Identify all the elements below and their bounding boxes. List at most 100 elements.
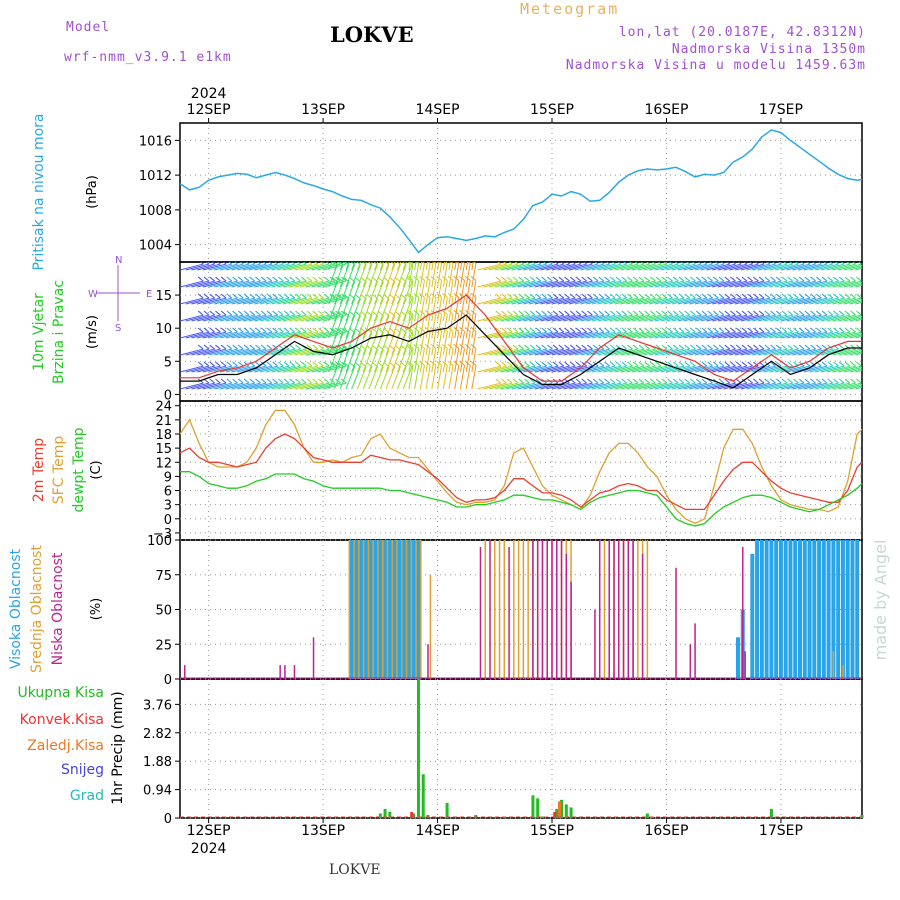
wind-barb [563, 297, 587, 305]
wind-barb-flag [713, 276, 719, 282]
wind-barb-flag [243, 378, 250, 384]
wind-barb [248, 314, 273, 322]
wind-barb-flag [747, 344, 753, 350]
wind-barb [271, 314, 295, 322]
wind-barb-flag [232, 378, 238, 384]
wind-barb [700, 365, 725, 373]
wind-barb [305, 297, 330, 305]
wind-barb-flag [470, 292, 477, 298]
wind-barb-flag [279, 262, 284, 265]
wind-barb [345, 262, 350, 271]
wind-barb-flag [581, 327, 588, 333]
wind-barb [609, 348, 633, 356]
wind-barb [219, 280, 244, 288]
temp-ytick-label: 6 [164, 485, 172, 500]
wind-barb-flag [823, 262, 828, 265]
wind-barb-flag [587, 361, 593, 367]
wind-barb-flag [560, 262, 565, 265]
wind-barb [402, 298, 413, 322]
wind-barb [838, 382, 862, 390]
wind-barb-flag [724, 344, 731, 350]
wind-ytick-label: 5 [164, 355, 172, 370]
wind-barb-flag [243, 310, 250, 316]
wind-barb-flag [606, 262, 610, 265]
wind-barb-flag [566, 262, 570, 265]
wind-barb [797, 348, 822, 356]
wind-barb-flag [844, 293, 851, 299]
wind-barb [603, 263, 627, 271]
wind-barb-flag [810, 378, 816, 384]
wind-barb [637, 314, 662, 322]
wind-barb [465, 263, 471, 288]
cloud-high-bar [850, 540, 855, 679]
wind-barb-flag [798, 378, 805, 384]
wind-barb [180, 297, 204, 305]
wind-barb [191, 365, 215, 373]
wind-barb [231, 348, 255, 356]
wind-barb-flag [289, 378, 296, 384]
wind-barb-flag [209, 378, 216, 384]
wind-barb [208, 280, 232, 288]
wind-barb [448, 262, 451, 271]
wind-barb [219, 382, 244, 390]
wind-barb-flag [690, 293, 696, 299]
wind-barb [506, 348, 530, 356]
wind-barb [419, 348, 425, 373]
wind-barb-flag [289, 327, 296, 333]
wind-barb [540, 280, 564, 288]
wind-barb [597, 348, 622, 356]
wind-barb [677, 348, 702, 356]
pressure-ytick-label: 1008 [139, 204, 172, 219]
wind-barb [237, 348, 261, 356]
wind-barb-flag [861, 328, 862, 329]
wind-barb-flag [632, 327, 639, 333]
wind-barb [402, 281, 413, 305]
wind-barb [843, 298, 862, 305]
wind-barb-flag [747, 310, 753, 316]
wind-barb [242, 382, 267, 390]
wind-barb-flag [300, 310, 307, 316]
wind-barb-flag [856, 361, 862, 367]
wind-barb-flag [272, 276, 278, 282]
wind-barb [191, 348, 215, 356]
wind-barb [580, 280, 604, 288]
wind-barb [626, 263, 650, 271]
wind-barb-flag [718, 327, 725, 333]
wind-barb [769, 331, 793, 339]
wind-barb [356, 349, 367, 373]
wind-barb-flag [777, 262, 782, 265]
wind-barb [563, 280, 587, 288]
wind-barb-flag [268, 262, 273, 265]
wind-barb-flag [615, 378, 622, 384]
wind-barb [431, 365, 437, 390]
wind-barb-flag [220, 361, 227, 367]
wind-barb-flag [495, 327, 502, 333]
wind-barb-flag [663, 262, 668, 265]
wind-barb [780, 348, 805, 356]
wind-barb [202, 280, 227, 288]
wind-barb-flag [552, 276, 559, 282]
wind-barb [402, 366, 413, 390]
wind-barb-flag [285, 262, 290, 265]
wind-barb-flag [650, 276, 656, 282]
wind-barb-flag [232, 276, 238, 282]
wind-barb [197, 280, 221, 288]
wind-barb [631, 365, 656, 373]
wind-barb-flag [520, 262, 525, 265]
wind-barb-flag [308, 262, 313, 265]
wind-barb [265, 365, 290, 373]
wind-barb-flag [770, 378, 776, 384]
wind-barb-flag [323, 361, 330, 367]
wind-barb [408, 331, 414, 356]
temp-axis-label-2m: 2m Temp [31, 438, 47, 502]
wind-barb-flag [695, 310, 702, 316]
wind-barb-flag [442, 326, 448, 332]
wind-barb [454, 365, 460, 390]
wind-barb [191, 263, 215, 271]
wind-barb [488, 348, 513, 356]
wind-barb [843, 332, 862, 339]
wind-barb [334, 366, 344, 390]
wind-barb [832, 263, 856, 271]
wind-barb [208, 314, 232, 322]
